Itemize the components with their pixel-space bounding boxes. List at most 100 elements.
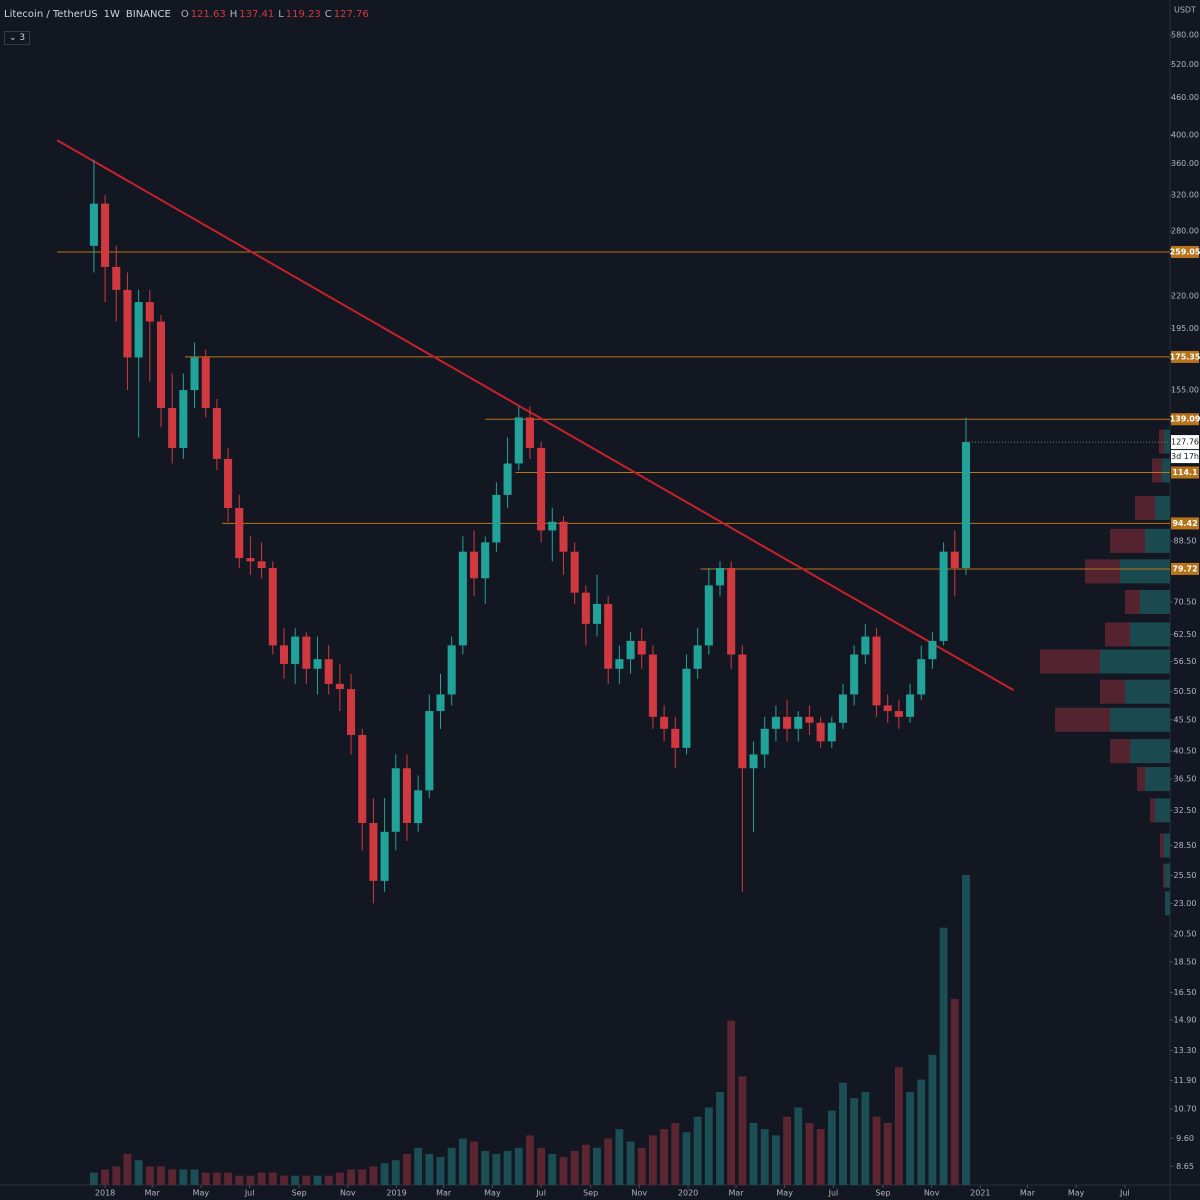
y-tick-label: 20.50 bbox=[1174, 930, 1197, 939]
x-tick-label: May bbox=[1068, 1189, 1085, 1198]
x-tick-label: Jul bbox=[244, 1189, 255, 1198]
level-label-box bbox=[1171, 350, 1199, 363]
volume-bar bbox=[268, 1172, 277, 1185]
candle-body bbox=[224, 458, 233, 508]
last-price-label: 127.76 bbox=[1171, 438, 1199, 447]
candle-body bbox=[246, 558, 255, 562]
candle-body bbox=[235, 507, 244, 559]
candle-body bbox=[872, 636, 881, 706]
legend-key: O bbox=[180, 9, 189, 20]
candle-body bbox=[727, 568, 736, 655]
candle-body bbox=[783, 716, 792, 729]
profile-down bbox=[1135, 495, 1155, 520]
candle-body bbox=[436, 694, 445, 712]
candle-body bbox=[827, 722, 836, 742]
y-tick-label: 195.00 bbox=[1171, 324, 1199, 333]
legend-key: C bbox=[324, 9, 332, 20]
level-label: 79.72 bbox=[1172, 564, 1197, 573]
volume-bar bbox=[157, 1166, 165, 1185]
volume-bar bbox=[771, 1135, 780, 1185]
y-tick-label: 88.50 bbox=[1174, 536, 1197, 545]
volume-bar bbox=[235, 1175, 244, 1185]
y-tick-label: 320.00 bbox=[1171, 191, 1199, 200]
countdown-box bbox=[1171, 450, 1199, 464]
profile-down bbox=[1110, 739, 1130, 764]
level-label-box bbox=[1171, 517, 1199, 530]
volume-bar bbox=[391, 1160, 400, 1185]
candle-body bbox=[816, 722, 825, 742]
exchange: BINANCE bbox=[125, 9, 171, 20]
volume-bar bbox=[906, 1092, 914, 1185]
x-tick-label: Sep bbox=[583, 1189, 598, 1198]
volume-bar bbox=[458, 1138, 467, 1185]
candle-body bbox=[201, 357, 210, 409]
candle-body bbox=[425, 711, 434, 791]
candle-body bbox=[939, 551, 948, 641]
volume-bar bbox=[358, 1169, 367, 1185]
volume-bar bbox=[716, 1092, 724, 1185]
candle-body bbox=[838, 694, 848, 723]
x-tick-label: Jul bbox=[1119, 1189, 1130, 1198]
y-tick-label: 28.50 bbox=[1174, 841, 1197, 850]
candle-body bbox=[950, 551, 959, 569]
candle-body bbox=[145, 302, 154, 322]
indicator-toggle[interactable]: ⌄ 3 bbox=[4, 31, 31, 45]
candle-body bbox=[894, 711, 903, 717]
profile-up bbox=[1145, 767, 1170, 792]
volume-bar bbox=[212, 1172, 221, 1185]
candle-body bbox=[961, 442, 970, 569]
candle-body bbox=[525, 417, 534, 448]
profile-down bbox=[1152, 458, 1162, 483]
candle-body bbox=[481, 542, 490, 579]
candle-body bbox=[861, 636, 870, 655]
profile-down bbox=[1110, 528, 1145, 553]
volume-bar bbox=[145, 1166, 154, 1185]
legend-value: 119.23 bbox=[285, 9, 321, 20]
level-label: 175.35 bbox=[1170, 352, 1200, 361]
volume-bar bbox=[179, 1169, 188, 1185]
y-tick-label: 400.00 bbox=[1171, 131, 1199, 140]
chart-header: Litecoin / TetherUS 1W BINANCE O 121.63 H 1… bbox=[4, 9, 369, 20]
profile-up bbox=[1140, 590, 1170, 615]
profile-up bbox=[1125, 679, 1170, 704]
volume-bar bbox=[660, 1129, 669, 1185]
candle-body bbox=[324, 659, 333, 684]
candle-body bbox=[380, 831, 389, 881]
candle-body bbox=[391, 768, 400, 832]
y-tick-label: 62.50 bbox=[1174, 630, 1197, 639]
candle-body bbox=[626, 640, 635, 660]
last-price-box bbox=[1171, 435, 1199, 450]
volume-bar bbox=[671, 1123, 680, 1185]
candle-body bbox=[648, 654, 657, 717]
x-tick-label: Jul bbox=[828, 1189, 839, 1198]
volume-bar bbox=[839, 1082, 847, 1185]
volume-bar bbox=[570, 1150, 579, 1185]
volume-bar bbox=[917, 1079, 926, 1185]
candle-body bbox=[89, 203, 98, 246]
volume-bar bbox=[302, 1175, 311, 1185]
volume-bar bbox=[447, 1147, 456, 1185]
chart-title: Litecoin / TetherUS bbox=[4, 9, 98, 20]
volume-bar bbox=[794, 1107, 803, 1185]
candle-body bbox=[760, 728, 769, 755]
y-tick-label: 10.70 bbox=[1174, 1105, 1197, 1114]
candle-body bbox=[335, 683, 344, 690]
profile-up bbox=[1110, 707, 1170, 732]
y-tick-label: 45.50 bbox=[1174, 715, 1197, 724]
candle-body bbox=[190, 357, 199, 391]
candle-body bbox=[156, 321, 166, 409]
candle-body bbox=[906, 694, 915, 717]
volume-bar bbox=[883, 1123, 892, 1185]
x-tick-label: May bbox=[484, 1189, 501, 1198]
volume-bar bbox=[90, 1172, 98, 1185]
candle-body bbox=[537, 447, 546, 531]
candle-body bbox=[850, 654, 859, 695]
axis-unit: USDT bbox=[1174, 6, 1196, 15]
candle-body bbox=[470, 551, 479, 579]
y-tick-label: 8.65 bbox=[1176, 1162, 1194, 1171]
y-tick-label: 32.50 bbox=[1174, 806, 1197, 815]
profile-up bbox=[1145, 528, 1170, 553]
volume-bar bbox=[313, 1175, 322, 1185]
candle-body bbox=[794, 716, 803, 729]
